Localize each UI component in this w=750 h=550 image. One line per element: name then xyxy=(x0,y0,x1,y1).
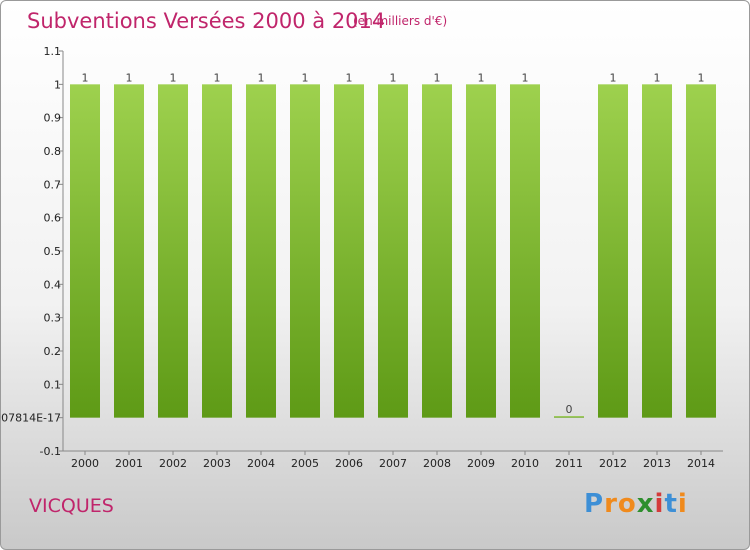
data-label: 1 xyxy=(654,71,661,84)
data-label: 0 xyxy=(566,403,573,416)
logo-letter: t xyxy=(664,489,678,519)
y-tick-label: 1 xyxy=(54,78,61,91)
x-tick-label: 2010 xyxy=(511,457,539,470)
x-tick-label: 2012 xyxy=(599,457,627,470)
data-label: 1 xyxy=(478,71,485,84)
bar xyxy=(598,84,628,418)
data-label: 1 xyxy=(82,71,89,84)
proxiti-logo: Proxiti xyxy=(584,489,688,519)
data-label: 1 xyxy=(258,71,265,84)
bar xyxy=(466,84,496,418)
x-tick-label: 2000 xyxy=(71,457,99,470)
x-tick-label: 2007 xyxy=(379,457,407,470)
x-tick-label: 2009 xyxy=(467,457,495,470)
x-tick-label: 2001 xyxy=(115,457,143,470)
y-tick-label: 0.5 xyxy=(44,245,62,258)
x-tick-label: 2014 xyxy=(687,457,715,470)
y-tick-label: 0.3 xyxy=(44,312,62,325)
logo-letter: i xyxy=(677,489,688,519)
logo-letter: P xyxy=(584,489,605,519)
data-label: 1 xyxy=(522,71,529,84)
data-label: 1 xyxy=(170,71,177,84)
y-tick-label: 0.1 xyxy=(44,378,62,391)
data-label: 1 xyxy=(302,71,309,84)
chart-unit: (en milliers d'€) xyxy=(353,14,448,28)
commune-name: VICQUES xyxy=(29,495,114,517)
y-tick-label: 1.1 xyxy=(44,45,62,58)
y-tick-label: 0.8 xyxy=(44,145,62,158)
y-tick-label: 0.6 xyxy=(44,212,62,225)
bar xyxy=(378,84,408,418)
x-tick-label: 2003 xyxy=(203,457,231,470)
data-label: 1 xyxy=(346,71,353,84)
x-tick-label: 2002 xyxy=(159,457,187,470)
bar xyxy=(290,84,320,418)
y-tick-label: 0.7 xyxy=(44,178,62,191)
bar xyxy=(686,84,716,418)
bar xyxy=(334,84,364,418)
x-tick-label: 2008 xyxy=(423,457,451,470)
data-label: 1 xyxy=(390,71,397,84)
logo-letter: r xyxy=(604,489,618,519)
bar xyxy=(554,416,584,418)
bar xyxy=(246,84,276,418)
x-tick-label: 2013 xyxy=(643,457,671,470)
logo-letter: x xyxy=(636,489,655,519)
x-tick-label: 2004 xyxy=(247,457,275,470)
bar xyxy=(510,84,540,418)
y-tick-label: 1.3877787807814E-17 xyxy=(1,412,61,425)
y-tick-label: 0.4 xyxy=(44,278,62,291)
y-tick-label: -0.1 xyxy=(40,445,61,458)
data-label: 1 xyxy=(434,71,441,84)
bar xyxy=(70,84,100,418)
x-tick-label: 2006 xyxy=(335,457,363,470)
bar xyxy=(422,84,452,418)
logo-letter: o xyxy=(617,489,637,519)
x-tick-label: 2011 xyxy=(555,457,583,470)
bar xyxy=(642,84,672,418)
bar xyxy=(158,84,188,418)
data-label: 1 xyxy=(610,71,617,84)
chart-title: Subventions Versées 2000 à 2014 xyxy=(27,9,386,33)
y-tick-label: 0.9 xyxy=(44,112,62,125)
data-label: 1 xyxy=(214,71,221,84)
bar xyxy=(114,84,144,418)
bar xyxy=(202,84,232,418)
logo-letter: i xyxy=(654,489,665,519)
y-tick-label: 0.2 xyxy=(44,345,62,358)
x-tick-label: 2005 xyxy=(291,457,319,470)
data-label: 1 xyxy=(126,71,133,84)
data-label: 1 xyxy=(698,71,705,84)
